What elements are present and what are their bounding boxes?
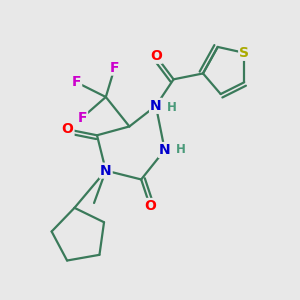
Text: N: N — [150, 99, 162, 113]
Text: N: N — [100, 164, 112, 178]
Text: F: F — [110, 61, 119, 75]
Text: N: N — [159, 143, 170, 157]
Text: O: O — [61, 122, 74, 136]
Text: H: H — [176, 143, 186, 157]
Text: F: F — [72, 75, 81, 89]
Text: O: O — [150, 49, 162, 63]
Text: O: O — [144, 199, 156, 213]
Text: F: F — [77, 111, 87, 124]
Text: S: S — [239, 46, 249, 60]
Text: H: H — [167, 101, 177, 114]
